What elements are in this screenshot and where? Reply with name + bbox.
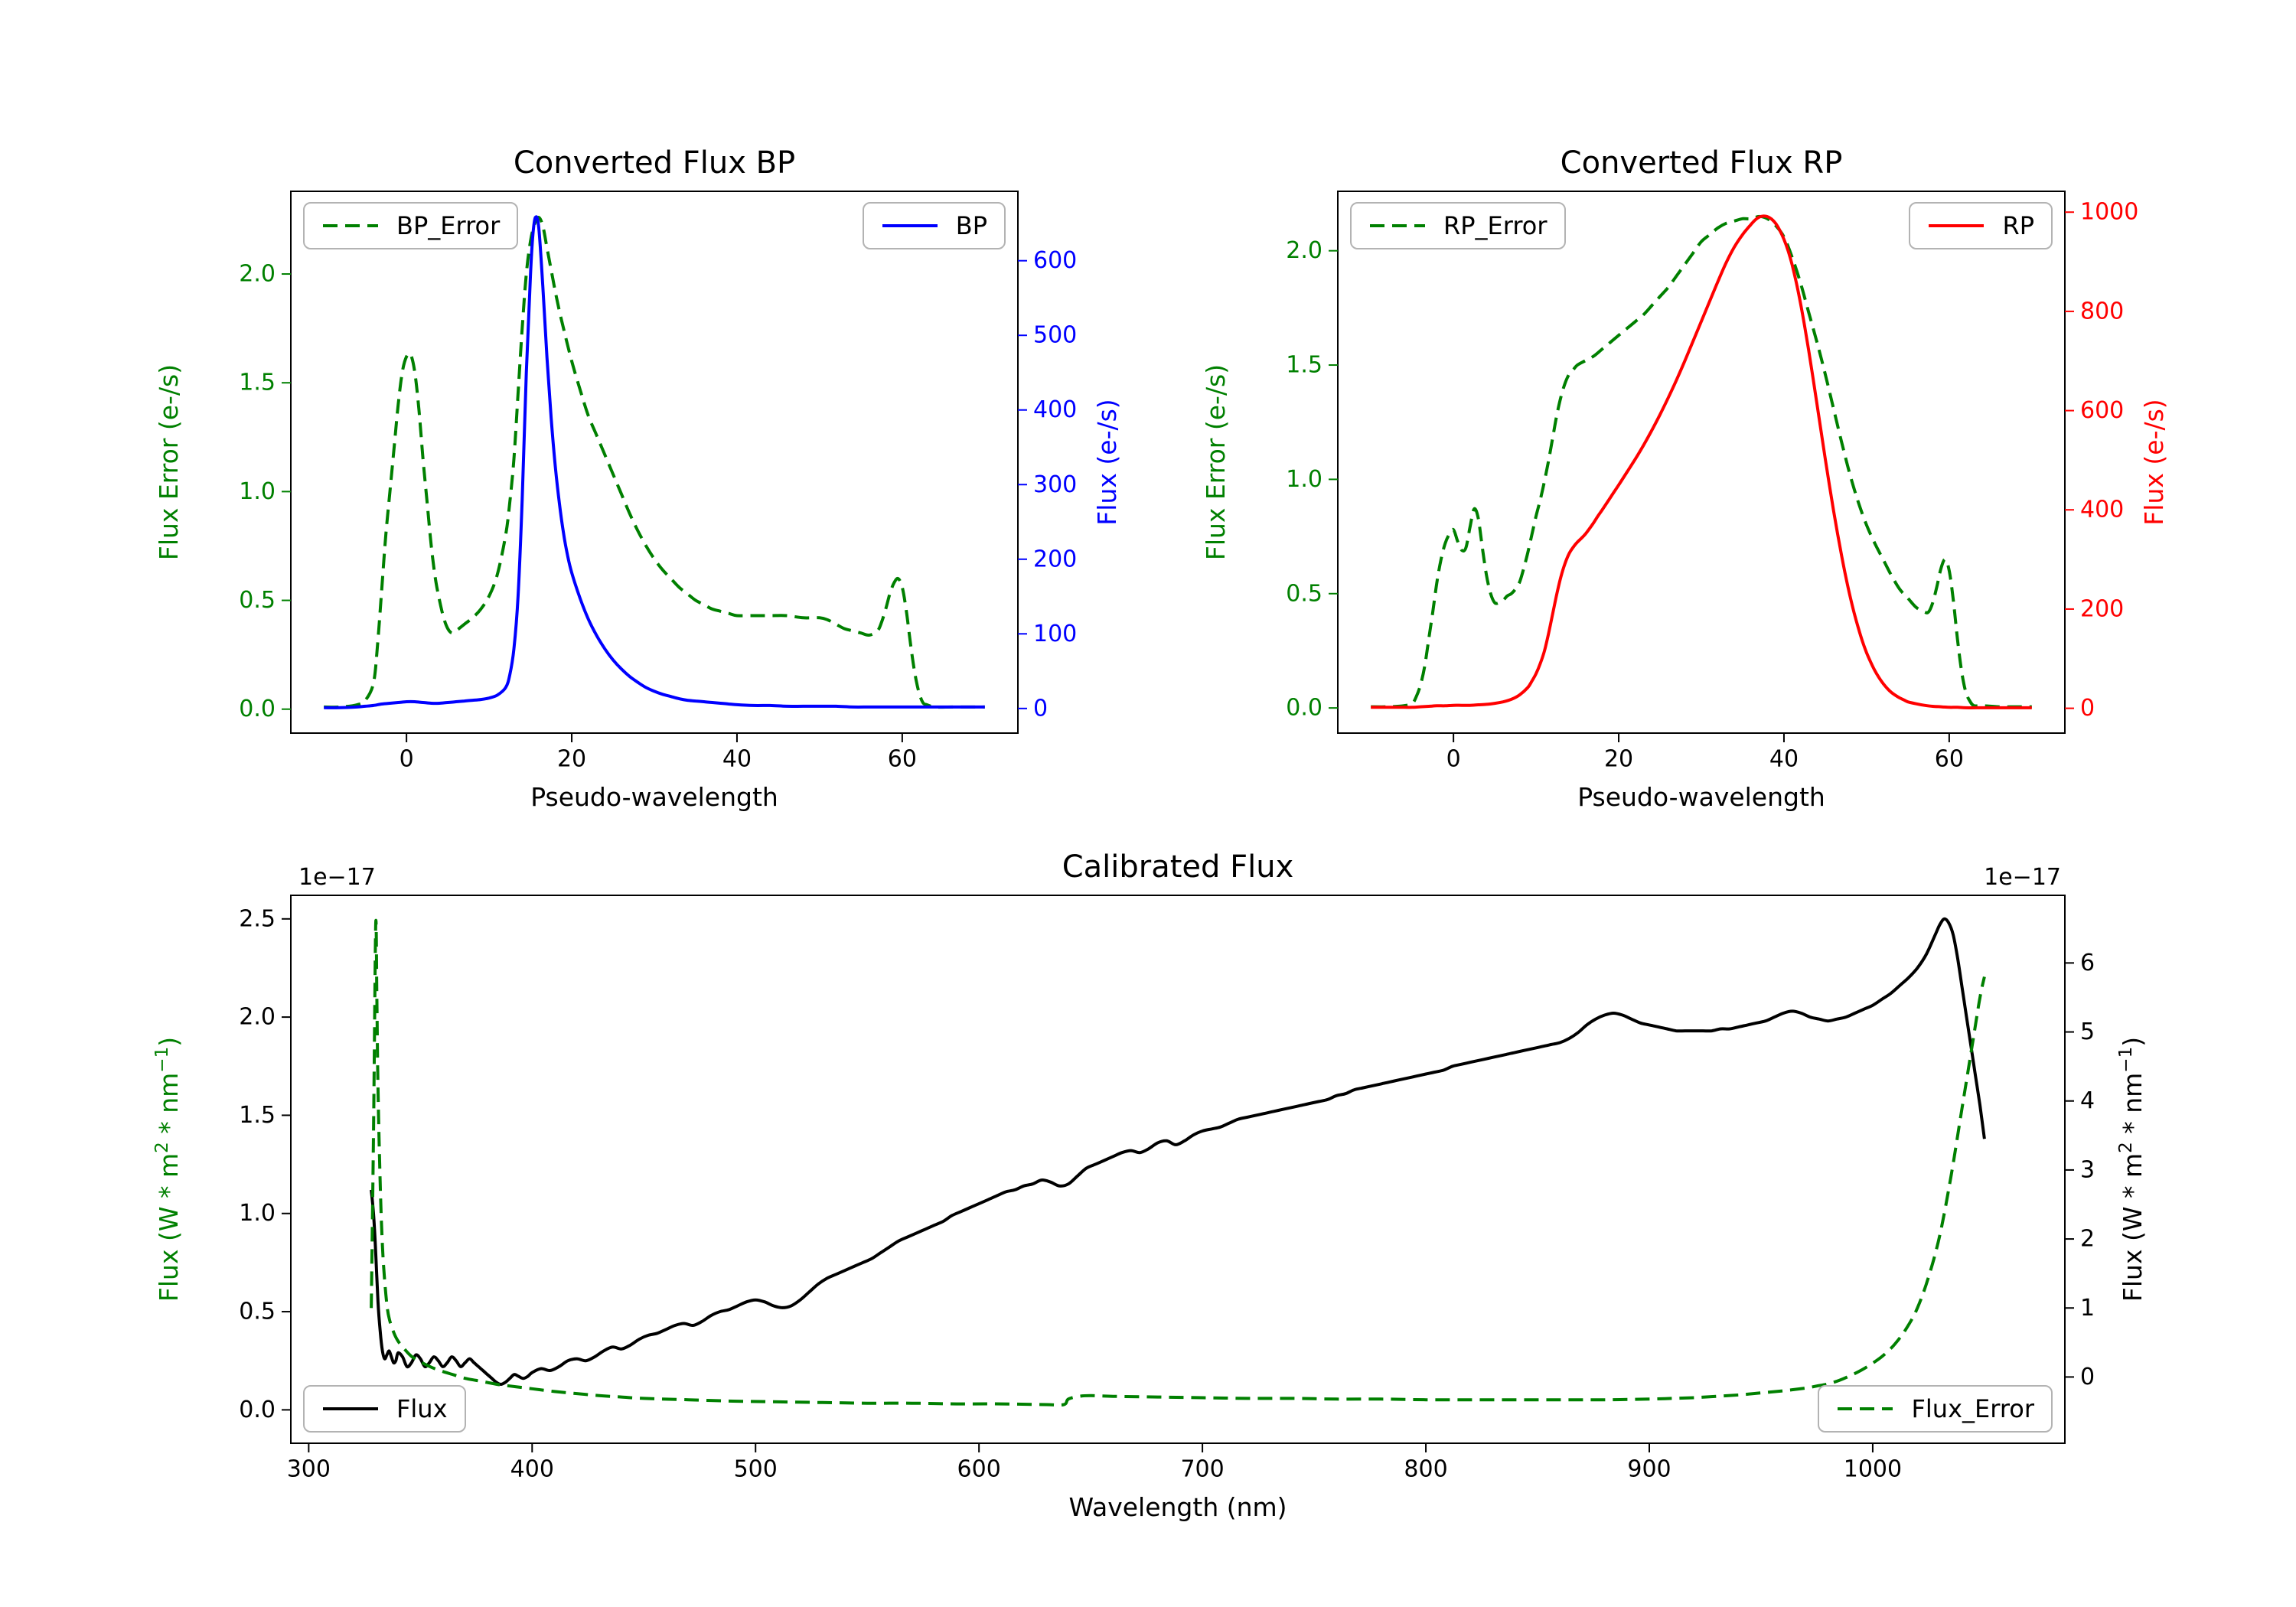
y-tick-label-left: 0.0 bbox=[1286, 695, 1322, 722]
y-tick-label-right: 0 bbox=[1033, 695, 1048, 722]
plot-area-rp bbox=[1371, 214, 2032, 709]
x-tick-label: 60 bbox=[1935, 746, 1964, 773]
plot-area-bp bbox=[324, 215, 985, 709]
y-axis-label-right-cal: Flux (W * m2 * nm−1) bbox=[2116, 1037, 2148, 1302]
y-tick-label-right: 600 bbox=[2080, 397, 2124, 424]
legend-bp-error: BP_Error bbox=[303, 202, 519, 249]
axes-spines-bp bbox=[290, 191, 1019, 734]
y-tick-label-right: 500 bbox=[1033, 322, 1077, 349]
y-tick-label-right: 300 bbox=[1033, 471, 1077, 498]
x-tick-label: 40 bbox=[1769, 746, 1799, 773]
y-tick-label-left: 0.5 bbox=[239, 587, 276, 614]
y-tick-label-left: 1.0 bbox=[1286, 466, 1322, 493]
plot-area-cal bbox=[370, 917, 1986, 1407]
x-tick-label: 900 bbox=[1627, 1456, 1671, 1483]
y-tick-label-left: 2.5 bbox=[239, 905, 276, 932]
series-line-bp_error bbox=[324, 216, 985, 709]
y-tick-label-left: 1.5 bbox=[239, 370, 276, 396]
y-tick-label-left: 2.0 bbox=[239, 261, 276, 288]
y-tick-label-left: 2.0 bbox=[1286, 237, 1322, 264]
x-tick-label: 600 bbox=[957, 1456, 1001, 1483]
y-axis-label-right-rp: Flux (e-/s) bbox=[2139, 399, 2169, 525]
x-tick-label: 0 bbox=[400, 746, 414, 773]
series-line-flux bbox=[370, 917, 1986, 1386]
series-line-flux_error bbox=[370, 918, 1986, 1407]
y-tick-label-right: 0 bbox=[2080, 695, 2095, 722]
y-tick-label-left: 1.5 bbox=[239, 1102, 276, 1129]
x-tick-label: 0 bbox=[1446, 746, 1461, 773]
legend-line-sample bbox=[1929, 224, 1985, 227]
x-tick-label: 500 bbox=[734, 1456, 778, 1483]
series-line-bp bbox=[324, 215, 985, 709]
y-axis-label-left-rp: Flux Error (e-/s) bbox=[1201, 364, 1231, 560]
y-tick-label-right: 800 bbox=[2080, 298, 2124, 324]
y-tick-label-left: 0.0 bbox=[239, 1397, 276, 1423]
y-tick-label-left: 1.0 bbox=[239, 478, 276, 505]
legend-label: BP_Error bbox=[396, 211, 501, 240]
y-tick-label-left: 0.5 bbox=[239, 1299, 276, 1325]
y-tick-label-left: 1.0 bbox=[239, 1200, 276, 1227]
x-axis-label-cal: Wavelength (nm) bbox=[1068, 1492, 1287, 1522]
y-tick-label-right: 400 bbox=[1033, 396, 1077, 423]
x-tick-label: 60 bbox=[888, 746, 917, 773]
series-line-rp_error bbox=[1371, 214, 2032, 709]
y-tick-label-right: 200 bbox=[2080, 595, 2124, 622]
legend-flux: Flux bbox=[303, 1385, 466, 1433]
offset-text-left-cal: 1e−17 bbox=[298, 864, 376, 891]
x-tick-label: 20 bbox=[557, 746, 586, 773]
y-tick-label-right: 1 bbox=[2080, 1295, 2095, 1322]
x-tick-label: 400 bbox=[510, 1456, 554, 1483]
legend-line-sample bbox=[323, 224, 378, 227]
y-tick-label-right: 200 bbox=[1033, 546, 1077, 572]
x-tick-label: 800 bbox=[1404, 1456, 1447, 1483]
legend-label: Flux bbox=[396, 1394, 448, 1423]
offset-text-right-cal: 1e−17 bbox=[1984, 864, 2061, 891]
y-tick-label-right: 5 bbox=[2080, 1019, 2095, 1045]
y-tick-label-right: 600 bbox=[1033, 247, 1077, 274]
x-tick-label: 1000 bbox=[1844, 1456, 1902, 1483]
legend-flux-error: Flux_Error bbox=[1818, 1385, 2053, 1433]
y-tick-label-right: 4 bbox=[2080, 1087, 2095, 1114]
y-tick-label-right: 400 bbox=[2080, 497, 2124, 523]
y-tick-label-right: 3 bbox=[2080, 1156, 2095, 1183]
legend-label: RP_Error bbox=[1443, 211, 1548, 240]
chart-title-bp: Converted Flux BP bbox=[514, 145, 795, 181]
chart-title-cal: Calibrated Flux bbox=[1062, 849, 1294, 885]
legend-bp: BP bbox=[862, 202, 1006, 249]
legend-rp: RP bbox=[1909, 202, 2053, 249]
y-tick-label-right: 2 bbox=[2080, 1226, 2095, 1253]
legend-label: Flux_Error bbox=[1911, 1394, 2034, 1423]
axes-spines-rp bbox=[1337, 191, 2066, 734]
legend-rp-error: RP_Error bbox=[1350, 202, 1566, 249]
y-tick-label-left: 2.0 bbox=[239, 1004, 276, 1031]
legend-line-sample bbox=[882, 224, 938, 227]
x-tick-label: 20 bbox=[1604, 746, 1633, 773]
legend-label: BP bbox=[955, 211, 987, 240]
x-tick-label: 40 bbox=[722, 746, 752, 773]
x-axis-label-rp: Pseudo-wavelength bbox=[1577, 782, 1825, 812]
x-tick-label: 300 bbox=[287, 1456, 331, 1483]
y-tick-label-left: 0.0 bbox=[239, 696, 276, 722]
legend-label: RP bbox=[2002, 211, 2034, 240]
y-tick-label-right: 6 bbox=[2080, 950, 2095, 976]
legend-line-sample bbox=[323, 1407, 378, 1410]
x-axis-label-bp: Pseudo-wavelength bbox=[530, 782, 778, 812]
legend-line-sample bbox=[1838, 1407, 1893, 1410]
legend-line-sample bbox=[1370, 224, 1425, 227]
y-tick-label-right: 100 bbox=[1033, 621, 1077, 647]
y-tick-label-right: 1000 bbox=[2080, 199, 2138, 226]
axes-spines-cal bbox=[290, 895, 2066, 1444]
y-axis-label-left-bp: Flux Error (e-/s) bbox=[154, 364, 184, 560]
series-line-rp bbox=[1371, 214, 2032, 709]
y-tick-label-right: 0 bbox=[2080, 1364, 2095, 1390]
x-tick-label: 700 bbox=[1180, 1456, 1224, 1483]
y-tick-label-left: 1.5 bbox=[1286, 352, 1322, 379]
y-tick-label-left: 0.5 bbox=[1286, 580, 1322, 607]
chart-title-rp: Converted Flux RP bbox=[1561, 145, 1843, 181]
y-axis-label-left-cal: Flux (W * m2 * nm−1) bbox=[152, 1037, 184, 1302]
y-axis-label-right-bp: Flux (e-/s) bbox=[1092, 399, 1122, 525]
